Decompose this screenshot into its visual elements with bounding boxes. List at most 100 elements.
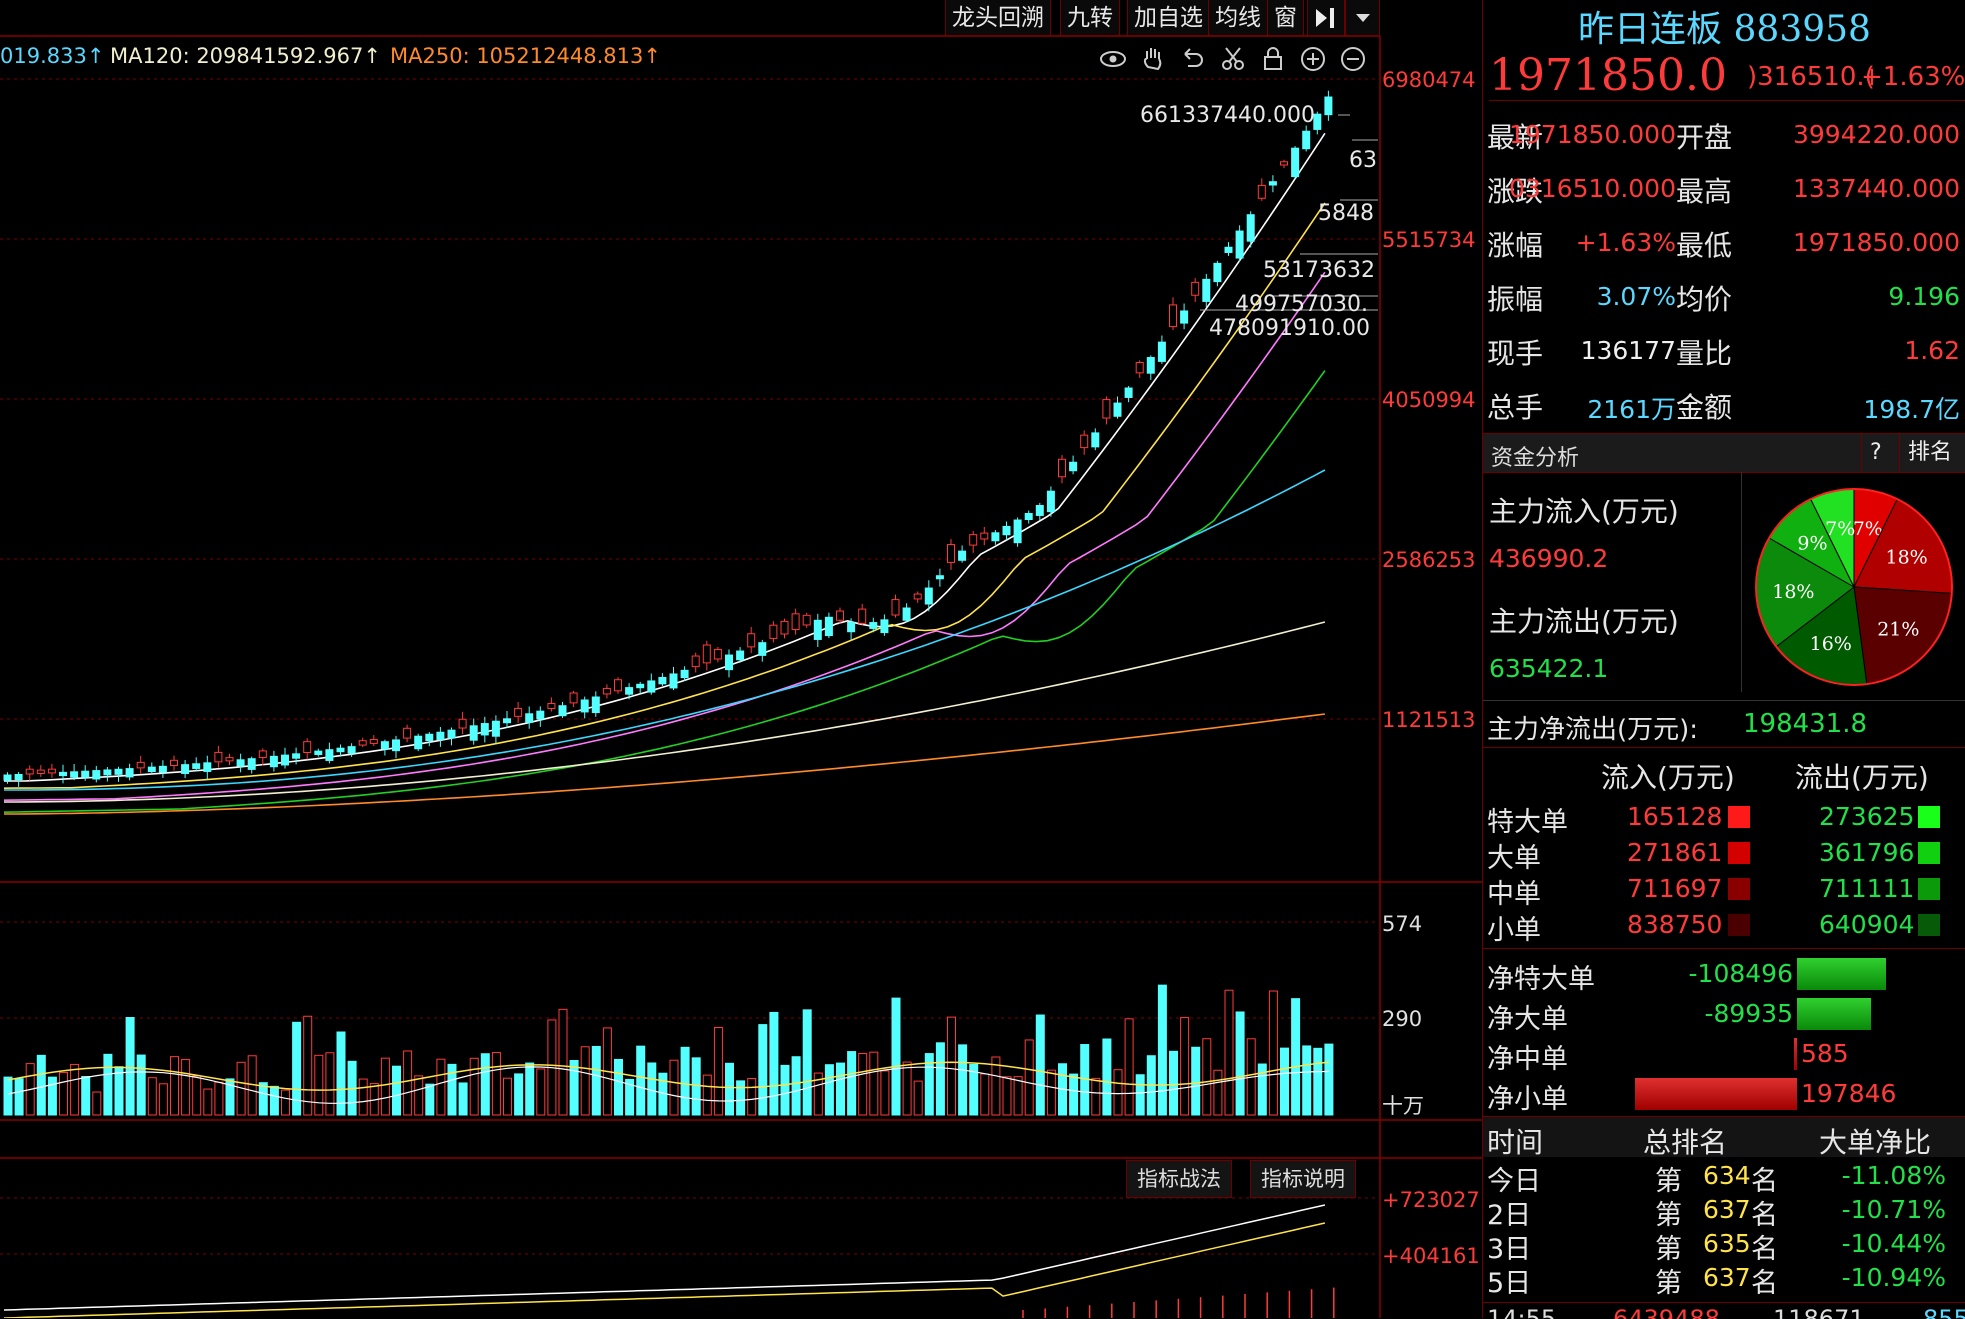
candle-body bbox=[1002, 525, 1011, 536]
volume-bar bbox=[192, 1075, 202, 1116]
volume-bar bbox=[14, 1078, 24, 1116]
order-type: 中单 bbox=[1487, 879, 1541, 910]
volume-bar bbox=[514, 1073, 524, 1116]
indicator-strategy-button[interactable]: 指标战法 bbox=[1126, 1160, 1232, 1198]
candle-body bbox=[358, 740, 367, 746]
scissors-icon[interactable] bbox=[1218, 44, 1248, 74]
volume-bar bbox=[780, 1064, 790, 1116]
rank-suffix: 名 bbox=[1751, 1234, 1778, 1265]
pie-slice-label: 7% bbox=[1825, 518, 1855, 540]
window-button[interactable]: 窗 bbox=[1267, 0, 1304, 36]
candle-body bbox=[47, 768, 56, 774]
volume-bar bbox=[414, 1075, 424, 1116]
outflow-swatch bbox=[1918, 878, 1940, 900]
candle-body bbox=[1102, 399, 1111, 419]
ma-tag: 5848 bbox=[1318, 201, 1374, 226]
candle-body bbox=[847, 621, 856, 633]
candle-body bbox=[181, 764, 190, 774]
zoom-out-icon[interactable] bbox=[1338, 44, 1368, 74]
field-value: 2161万 bbox=[1587, 395, 1676, 424]
candle-body bbox=[1180, 310, 1189, 324]
volume-bar bbox=[769, 1011, 779, 1116]
col-outflow: 流出(万元) bbox=[1795, 761, 1929, 794]
outflow-swatch bbox=[1918, 806, 1940, 828]
volume-bar bbox=[1102, 1038, 1112, 1116]
candle-body bbox=[147, 766, 156, 773]
pie-slice-label: 16% bbox=[1810, 633, 1852, 655]
candle-body bbox=[70, 771, 79, 778]
volume-bar bbox=[103, 1053, 113, 1116]
candle-body bbox=[158, 765, 167, 773]
candle-body bbox=[503, 718, 511, 724]
help-button[interactable]: ? bbox=[1861, 434, 1890, 472]
undo-icon[interactable] bbox=[1178, 44, 1208, 74]
order-table: 特大单 165128 273625 大单 271861 361796 中单 711697 711… bbox=[1483, 798, 1965, 946]
candle-body bbox=[935, 575, 944, 580]
indicator-line bbox=[3, 1222, 1326, 1318]
volume-bar bbox=[1302, 1045, 1312, 1116]
volume-bar bbox=[447, 1063, 457, 1116]
indicator-help-button[interactable]: 指标说明 bbox=[1250, 1160, 1356, 1198]
field-label: 最新 bbox=[1487, 121, 1544, 154]
candle-body bbox=[913, 593, 922, 600]
volume-bar bbox=[1291, 998, 1301, 1116]
rank-ratio: -10.71% bbox=[1841, 1195, 1946, 1224]
order-row: 小单 838750 640904 bbox=[1483, 906, 1965, 946]
quote-field-row: 振幅 3.07% 均价 9.196 bbox=[1483, 270, 1965, 322]
candle-body bbox=[514, 707, 523, 717]
volume-bar bbox=[214, 1081, 224, 1116]
rank-col-time: 时间 bbox=[1487, 1126, 1544, 1159]
candle-body bbox=[614, 679, 622, 692]
volume-bar bbox=[1180, 1017, 1190, 1116]
sidebar-toggle-icon[interactable] bbox=[1307, 0, 1345, 36]
moving-average-line bbox=[4, 713, 1326, 815]
volume-bar bbox=[647, 1062, 657, 1116]
candle-body bbox=[658, 676, 667, 685]
dropdown-icon[interactable] bbox=[1345, 0, 1380, 36]
moving-average-line bbox=[3, 370, 1326, 813]
ma-button[interactable]: 均线 bbox=[1208, 0, 1268, 36]
candle-body bbox=[1080, 434, 1089, 449]
nine-turn-button[interactable]: 九转 bbox=[1060, 0, 1120, 36]
volume-bar bbox=[736, 1080, 746, 1116]
volume-bar bbox=[791, 1056, 801, 1116]
kline-chart[interactable] bbox=[0, 0, 1482, 1318]
volume-bar bbox=[813, 1072, 823, 1116]
rank-row: 今日 第 634 名 -11.08% bbox=[1483, 1158, 1965, 1197]
quote-field-row: 最新 1971850.000 开盘 3994220.000 bbox=[1483, 108, 1965, 160]
candle-body bbox=[1157, 341, 1166, 362]
hand-icon[interactable] bbox=[1138, 44, 1168, 74]
lock-icon[interactable] bbox=[1258, 44, 1288, 74]
main-net-label: 主力净流出(万元): bbox=[1487, 715, 1699, 745]
candle-body bbox=[636, 683, 645, 689]
volume-bar bbox=[1313, 1047, 1323, 1116]
rank-button[interactable]: 排名 bbox=[1899, 434, 1960, 472]
volume-bar bbox=[802, 1009, 812, 1116]
fund-pie-chart: 7%18%21%16%18%9%7% bbox=[1755, 488, 1953, 686]
volume-bar bbox=[1024, 1039, 1034, 1116]
rank-period: 今日 bbox=[1487, 1166, 1541, 1197]
candle-body bbox=[669, 673, 678, 689]
volume-bar bbox=[292, 1021, 302, 1116]
zoom-in-icon[interactable] bbox=[1298, 44, 1328, 74]
chart-area[interactable]: 龙头回溯 九转 加自选 均线 窗 019.833↑ MA120: 2098415… bbox=[0, 0, 1482, 1318]
candle-body bbox=[780, 620, 789, 635]
fund-analysis-header: 资金分析 ? 排名 bbox=[1483, 433, 1965, 473]
volume-bar bbox=[47, 1076, 57, 1116]
price-axis-label: 5515734 bbox=[1382, 228, 1476, 252]
candle-body bbox=[314, 750, 323, 755]
leader-review-button[interactable]: 龙头回溯 bbox=[945, 0, 1051, 36]
main-flow-box: 主力流入(万元) 436990.2 主力流出(万元) 635422.1 bbox=[1483, 472, 1742, 692]
candle-body bbox=[92, 770, 101, 780]
rank-suffix: 名 bbox=[1751, 1200, 1778, 1231]
candle-body bbox=[436, 731, 445, 740]
candle-body bbox=[902, 607, 911, 621]
eye-icon[interactable] bbox=[1098, 44, 1128, 74]
ma-tag: 478091910.00 bbox=[1209, 316, 1370, 341]
candle-body bbox=[1013, 519, 1022, 544]
quote-field-row: 涨跌 0316510.000 最高 1337440.000 bbox=[1483, 162, 1965, 214]
rank-ratio: -11.08% bbox=[1841, 1161, 1946, 1190]
candle-body bbox=[1135, 362, 1144, 374]
rank-row: 3日 第 635 名 -10.44% bbox=[1483, 1226, 1965, 1265]
quote-field-row: 涨幅 +1.63% 最低 1971850.000 bbox=[1483, 216, 1965, 268]
